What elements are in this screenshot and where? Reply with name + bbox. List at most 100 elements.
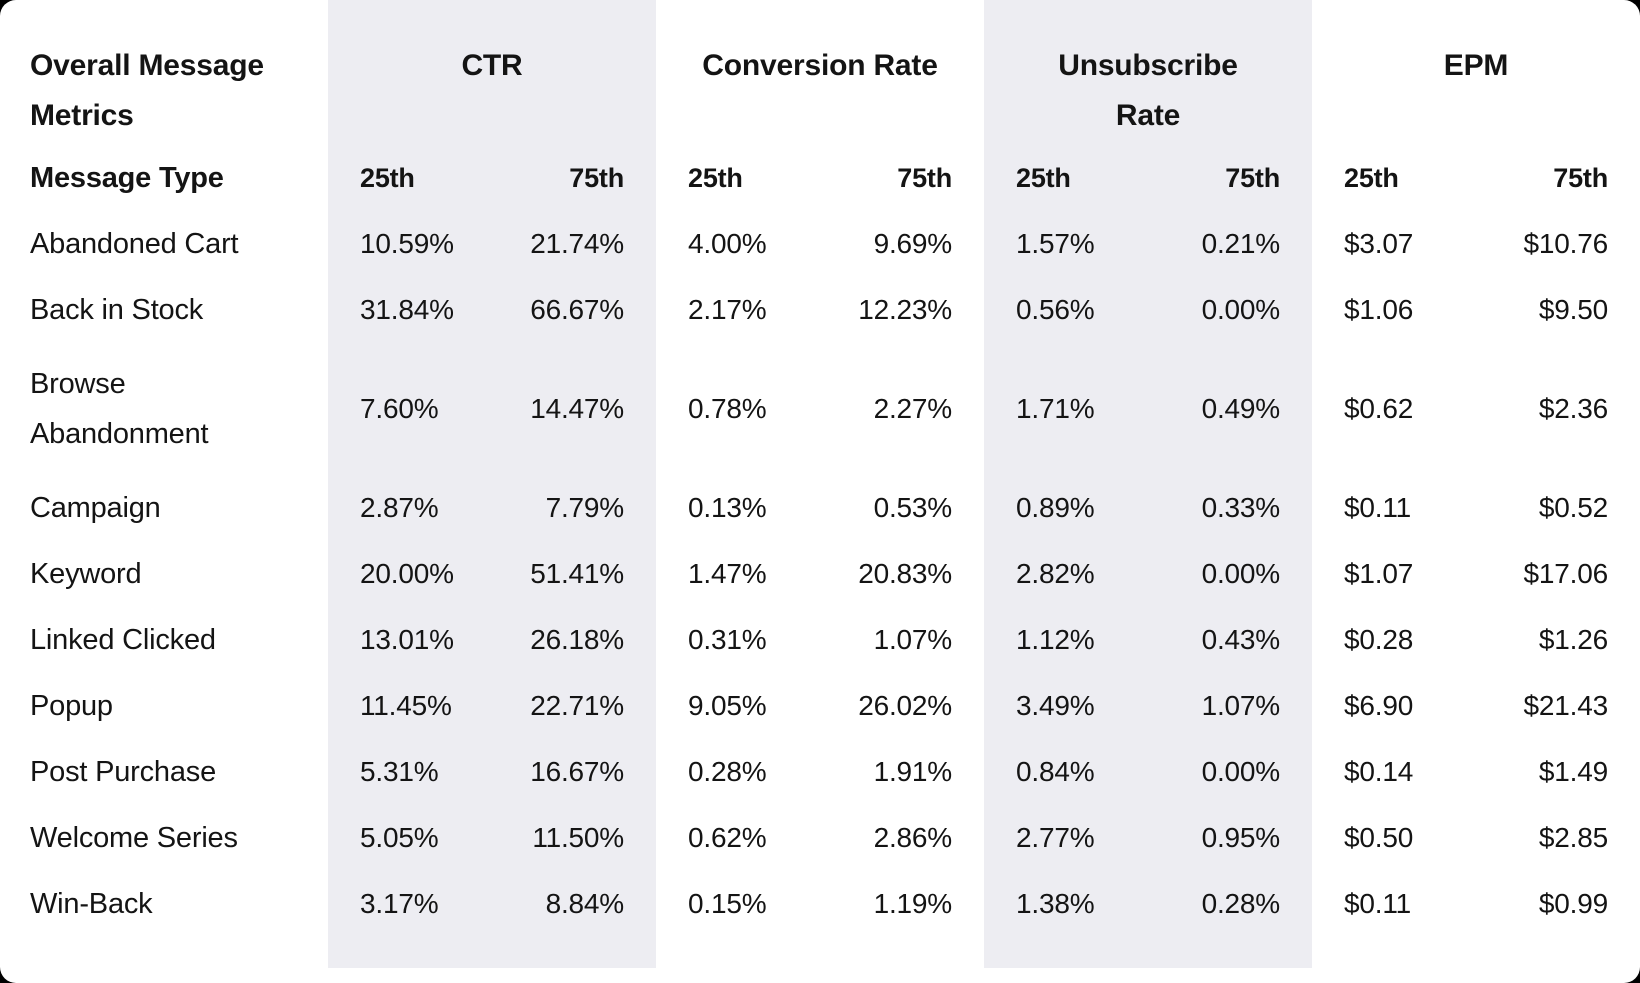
value-25th: 1.57%: [1016, 228, 1095, 259]
row-label: Browse Abandonment: [30, 368, 209, 450]
epm-values: $0.62 $2.36: [1312, 343, 1640, 475]
value-75th: 22.71%: [530, 690, 624, 721]
percentile-headers-epm: 25th 75th: [1312, 145, 1640, 211]
epm-values: $0.50 $2.85: [1312, 805, 1640, 871]
value-75th: $17.06: [1523, 558, 1609, 589]
value-25th: 0.78%: [688, 393, 767, 424]
value-75th: 0.95%: [1201, 822, 1281, 853]
epm-values: $0.11 $0.99: [1312, 871, 1640, 937]
value-75th: $1.26: [1538, 624, 1608, 655]
value-75th: 21.74%: [530, 228, 624, 259]
value-25th: 1.47%: [688, 558, 767, 589]
epm-values: $6.90 $21.43: [1312, 673, 1640, 739]
value-75th: 9.69%: [873, 228, 953, 259]
conversion-values: 0.62% 2.86%: [656, 805, 984, 871]
percentile-75-label: 75th: [569, 162, 624, 193]
row-label: Win-Back: [30, 888, 153, 920]
value-25th: 31.84%: [360, 294, 454, 325]
value-75th: $0.99: [1538, 888, 1608, 919]
unsubscribe-values: 1.57% 0.21%: [984, 211, 1312, 277]
unsubscribe-column-shade: [984, 0, 1312, 968]
row-label: Linked Clicked: [30, 624, 216, 656]
value-75th: 16.67%: [530, 756, 624, 787]
value-75th: 26.02%: [858, 690, 952, 721]
column-group-label: Conversion Rate: [702, 49, 938, 82]
value-25th: 3.49%: [1016, 690, 1095, 721]
value-75th: 0.00%: [1201, 558, 1281, 589]
row-header-label: Message Type: [30, 161, 224, 194]
value-75th: $2.36: [1538, 393, 1608, 424]
value-25th: $6.90: [1344, 690, 1414, 721]
value-25th: 10.59%: [360, 228, 454, 259]
ctr-values: 20.00% 51.41%: [328, 541, 656, 607]
value-25th: $0.11: [1344, 888, 1411, 919]
percentile-25-label: 25th: [1016, 162, 1071, 193]
unsubscribe-values: 0.56% 0.00%: [984, 277, 1312, 343]
unsubscribe-values: 2.77% 0.95%: [984, 805, 1312, 871]
row-label: Campaign: [30, 492, 161, 524]
value-75th: 51.41%: [530, 558, 624, 589]
value-25th: 2.77%: [1016, 822, 1095, 853]
conversion-values: 2.17% 12.23%: [656, 277, 984, 343]
value-75th: 14.47%: [530, 393, 624, 424]
conversion-values: 1.47% 20.83%: [656, 541, 984, 607]
value-75th: 2.27%: [873, 393, 953, 424]
value-25th: $0.50: [1344, 822, 1414, 853]
value-25th: $0.28: [1344, 624, 1414, 655]
unsubscribe-values: 0.89% 0.33%: [984, 475, 1312, 541]
conversion-values: 0.31% 1.07%: [656, 607, 984, 673]
row-label: Back in Stock: [30, 294, 204, 326]
ctr-values: 11.45% 22.71%: [328, 673, 656, 739]
ctr-values: 7.60% 14.47%: [328, 343, 656, 475]
value-75th: 12.23%: [858, 294, 952, 325]
percentile-headers-conversion: 25th 75th: [656, 145, 984, 211]
value-25th: 9.05%: [688, 690, 767, 721]
value-25th: 11.45%: [360, 690, 452, 721]
value-25th: 0.31%: [688, 624, 767, 655]
value-75th: 11.50%: [532, 822, 624, 853]
value-25th: $0.62: [1344, 393, 1414, 424]
value-75th: 0.43%: [1201, 624, 1281, 655]
value-25th: 0.28%: [688, 756, 767, 787]
conversion-values: 0.13% 0.53%: [656, 475, 984, 541]
value-75th: 0.33%: [1201, 492, 1281, 523]
ctr-values: 3.17% 8.84%: [328, 871, 656, 937]
conversion-values: 0.15% 1.19%: [656, 871, 984, 937]
value-75th: 1.19%: [873, 888, 953, 919]
epm-values: $0.11 $0.52: [1312, 475, 1640, 541]
value-75th: $0.52: [1538, 492, 1608, 523]
column-group-label: CTR: [461, 49, 523, 82]
ctr-values: 13.01% 26.18%: [328, 607, 656, 673]
value-25th: 0.15%: [688, 888, 767, 919]
column-group-label: EPM: [1443, 49, 1509, 82]
percentile-75-label: 75th: [897, 162, 952, 193]
value-75th: 0.21%: [1201, 228, 1281, 259]
value-25th: 0.62%: [688, 822, 767, 853]
unsubscribe-values: 1.71% 0.49%: [984, 343, 1312, 475]
epm-values: $1.07 $17.06: [1312, 541, 1640, 607]
value-25th: 0.84%: [1016, 756, 1095, 787]
value-25th: $0.14: [1344, 756, 1414, 787]
value-75th: 0.53%: [873, 492, 953, 523]
value-25th: 4.00%: [688, 228, 767, 259]
table-title: Overall Message Metrics: [30, 49, 264, 132]
column-group-label: Unsubscribe Rate: [1058, 49, 1238, 132]
ctr-column-shade: [328, 0, 656, 968]
ctr-values: 5.31% 16.67%: [328, 739, 656, 805]
epm-values: $1.06 $9.50: [1312, 277, 1640, 343]
value-25th: 1.38%: [1016, 888, 1095, 919]
value-75th: 0.28%: [1201, 888, 1281, 919]
value-25th: $3.07: [1344, 228, 1414, 259]
value-75th: 0.00%: [1201, 756, 1281, 787]
percentile-25-label: 25th: [360, 162, 415, 193]
unsubscribe-values: 1.12% 0.43%: [984, 607, 1312, 673]
value-75th: $9.50: [1538, 294, 1608, 325]
value-25th: 5.31%: [360, 756, 439, 787]
value-75th: $2.85: [1538, 822, 1608, 853]
row-label: Post Purchase: [30, 756, 216, 788]
unsubscribe-values: 3.49% 1.07%: [984, 673, 1312, 739]
value-75th: 2.86%: [873, 822, 953, 853]
column-group-conversion-rate: Conversion Rate: [656, 0, 984, 145]
percentile-25-label: 25th: [1344, 162, 1399, 193]
